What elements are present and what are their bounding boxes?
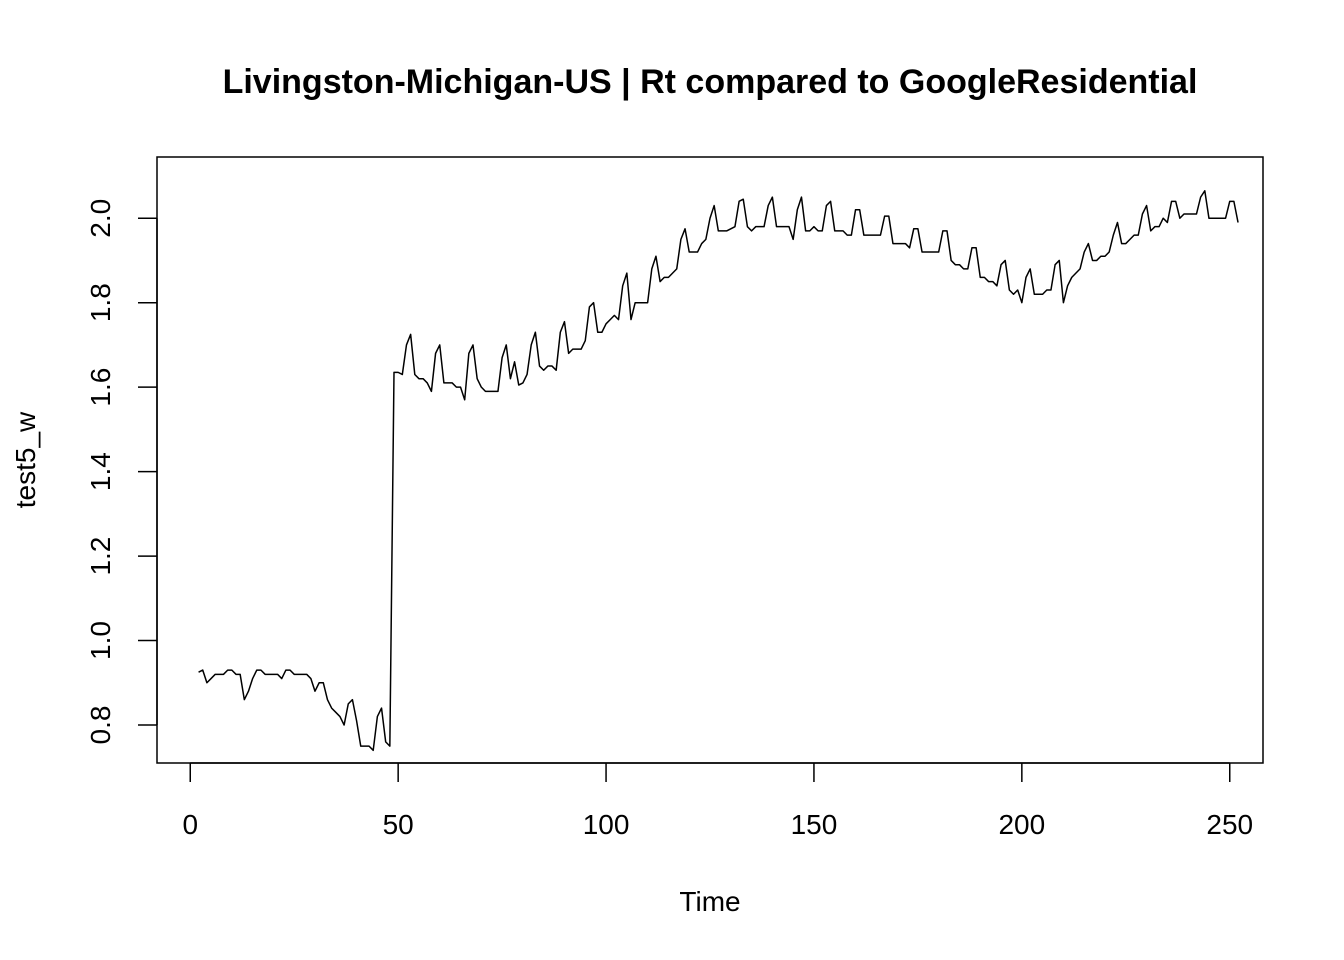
x-tick-label: 200 (998, 809, 1045, 840)
plot-frame (156, 156, 1264, 764)
x-axis-label: Time (679, 886, 740, 917)
y-tick-label: 1.8 (85, 283, 116, 322)
x-tick-label: 50 (383, 809, 414, 840)
y-axis: 0.8 1.0 1.2 1.4 1.6 1.8 2.0 (85, 199, 158, 745)
y-tick-label: 0.8 (85, 706, 116, 745)
x-axis: 0 50 100 150 200 250 (182, 762, 1253, 840)
chart-title: Livingston-Michigan-US | Rt compared to … (223, 63, 1198, 101)
y-tick-label: 1.0 (85, 621, 116, 660)
y-axis-label: test5_w (10, 411, 41, 508)
x-tick-label: 150 (791, 809, 838, 840)
series-line (198, 190, 1239, 752)
y-tick-label: 1.2 (85, 537, 116, 576)
y-tick-label: 1.4 (85, 452, 116, 491)
x-tick-label: 100 (583, 809, 630, 840)
x-tick-label: 250 (1206, 809, 1253, 840)
y-tick-label: 1.6 (85, 368, 116, 407)
x-tick-label: 0 (182, 809, 198, 840)
y-tick-label: 2.0 (85, 199, 116, 238)
